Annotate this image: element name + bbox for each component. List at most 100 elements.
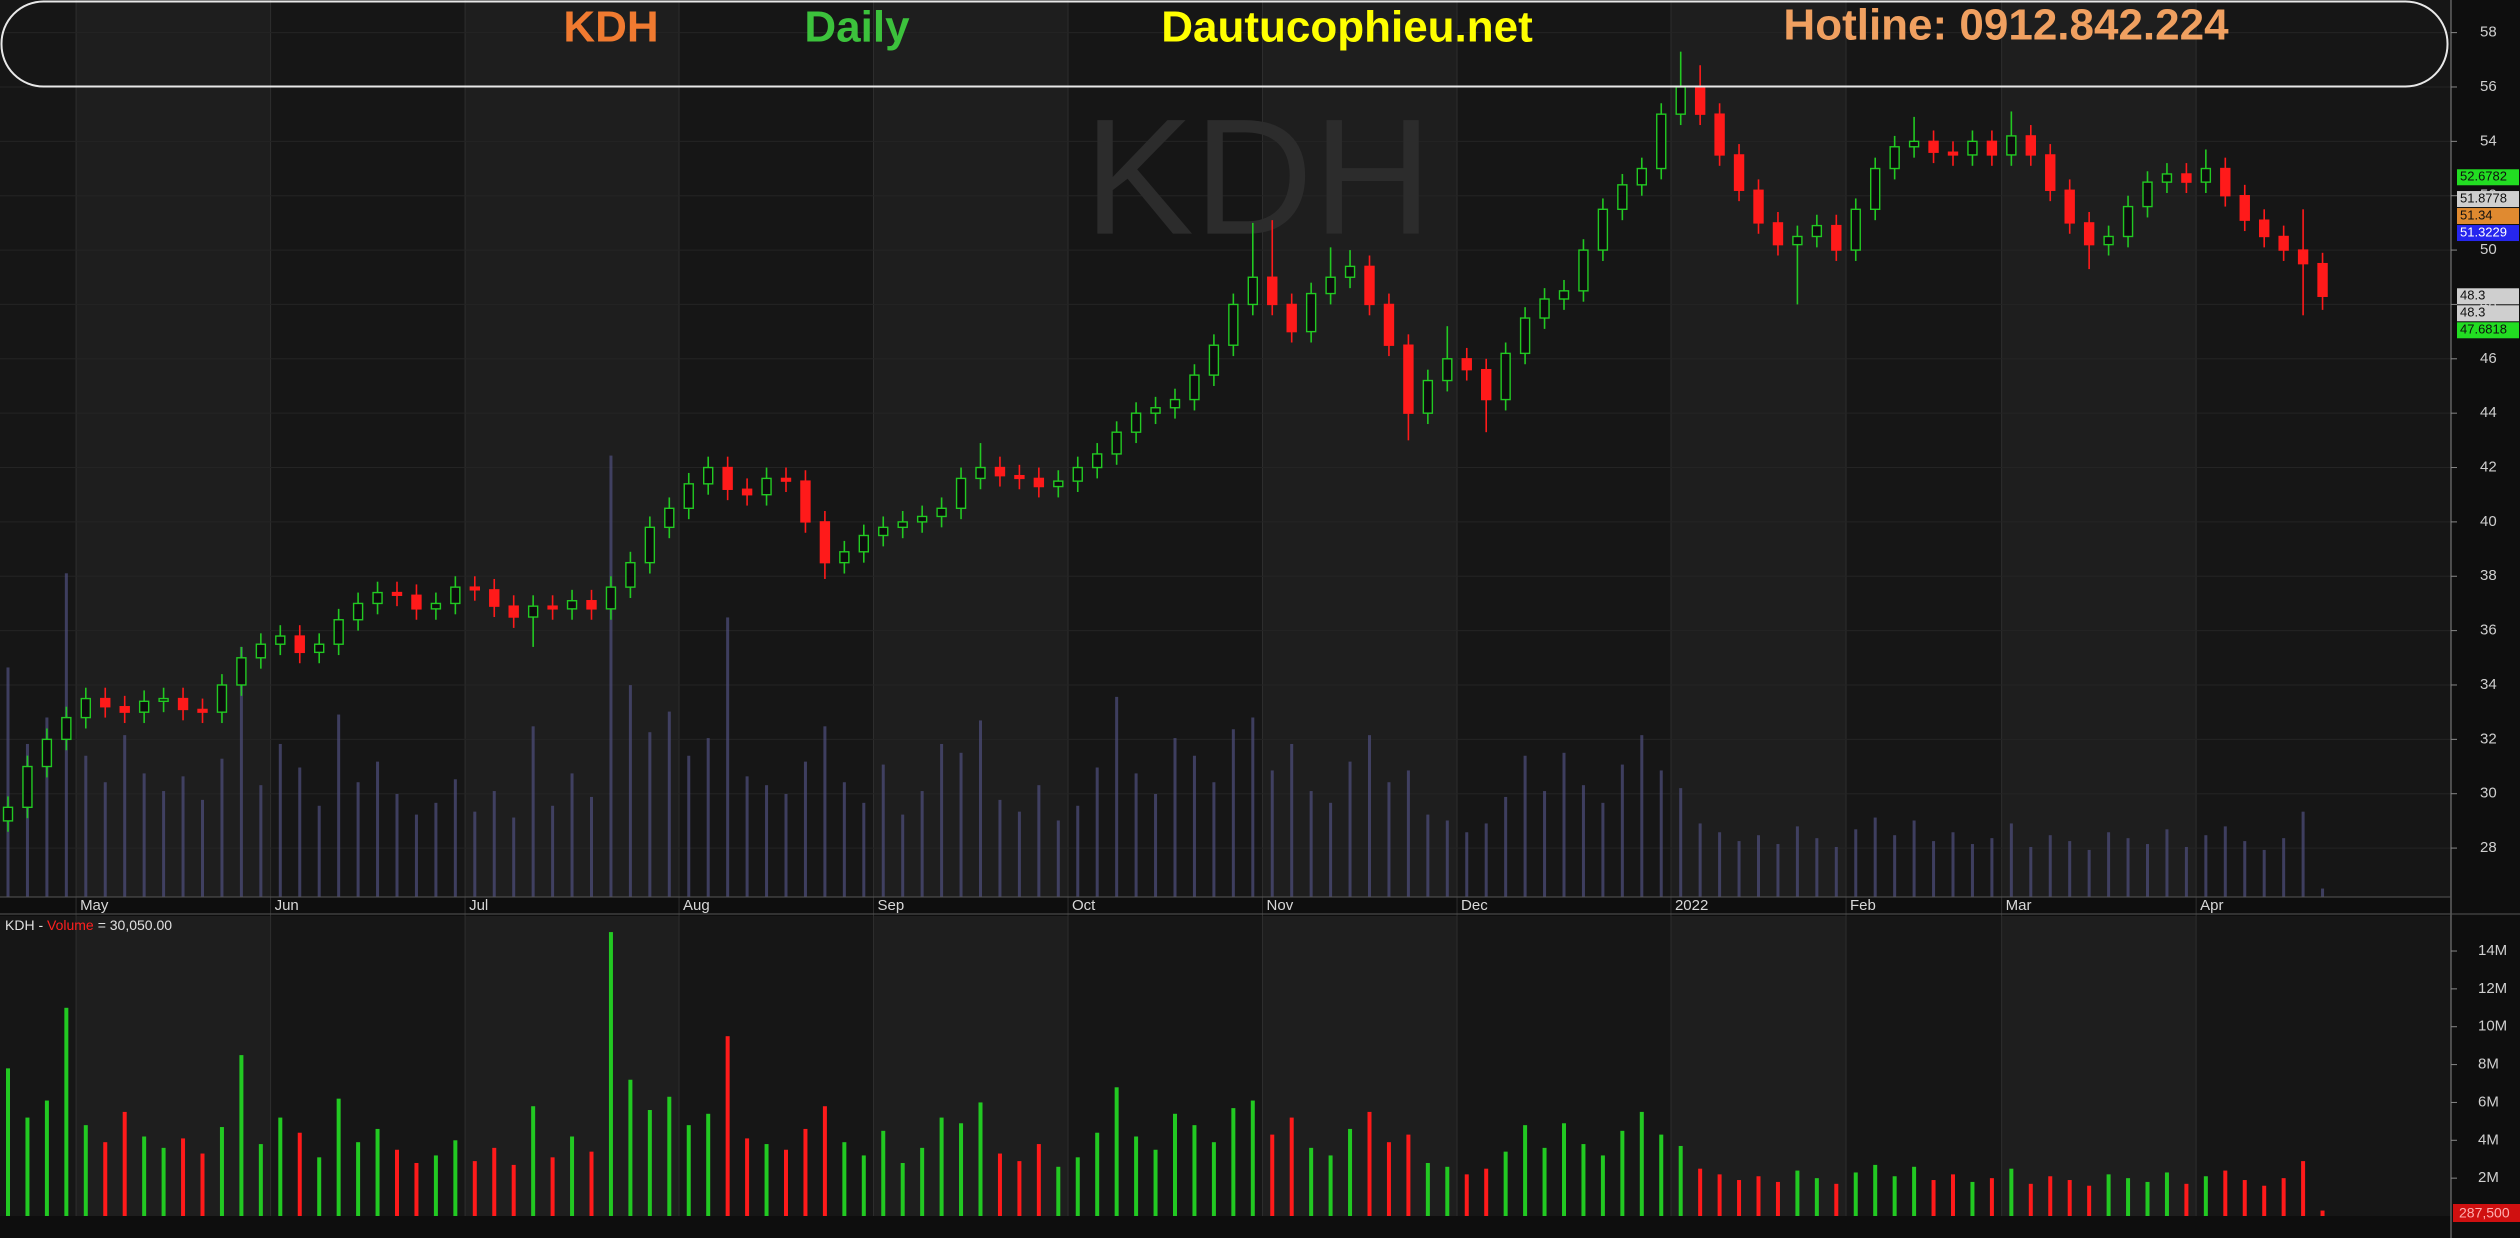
candle-body [333,619,344,645]
volume-overlay [45,717,49,897]
volume-bar [784,1149,788,1216]
price-marker [2457,208,2519,225]
volume-bar [861,1155,866,1216]
volume-bar [511,1164,516,1216]
candle-body [275,635,286,645]
volume-overlay [745,776,749,897]
volume-bar [25,1117,30,1216]
x-tick-label: Feb [1850,897,1876,914]
volume-overlay [1056,820,1060,897]
volume-bar [1231,1108,1236,1216]
volume-bar [1737,1180,1742,1216]
y-tick-label: 40 [2480,513,2497,530]
volume-overlay [2184,846,2188,897]
candle-body [1811,224,1823,238]
volume-overlay [1854,829,1858,897]
volume-bar [1989,1178,1994,1216]
volume-bar [1970,1181,1975,1216]
volume-bar [258,1144,263,1216]
volume-overlay [1776,844,1780,897]
candle-body [1189,374,1200,401]
volume-bar [2164,1172,2169,1216]
price-marker-label: 48.3 [2460,305,2485,320]
candle-body [1053,480,1064,488]
candle-body [1733,154,1745,191]
volume-overlay [1737,841,1741,897]
price-marker-label: 51.3229 [2460,224,2507,239]
volume-bar [200,1153,205,1216]
volume-overlay [1932,841,1936,897]
candle-body [216,684,228,713]
candle-body [1772,222,1784,246]
candle-body [352,602,364,621]
candle-body [625,561,636,588]
volume-bar [1153,1149,1158,1216]
volume-overlay [181,776,185,897]
volume-overlay [1037,785,1041,897]
volume-overlay [376,761,380,897]
volume-overlay [1679,788,1683,897]
volume-bar [1075,1157,1080,1216]
volume-bar [1678,1145,1683,1216]
candle-body [1694,86,1706,115]
candle-body [1792,235,1803,246]
volume-bar [1425,1163,1430,1216]
candle-body [1500,352,1511,401]
volume-bar [1484,1168,1489,1216]
volume-bar [1951,1174,1955,1216]
candle-body [1656,113,1667,170]
volume-overlay [1465,832,1469,897]
month-band [873,916,1069,1216]
price-marker [2457,169,2519,186]
candle-body [1480,368,1492,401]
volume-bar [414,1163,419,1216]
y-tick-label: 12M [2478,980,2507,997]
candle-body [1967,140,1978,156]
volume-overlay [1212,782,1216,897]
volume-bar [375,1128,380,1216]
month-band [1262,0,1458,897]
candle-body [2083,222,2095,246]
candle-body [2006,135,2017,156]
candle-body [683,483,694,510]
volume-bar [1173,1113,1177,1216]
volume-bar [706,1113,711,1216]
candle-body [1305,292,1317,333]
volume-bar [589,1151,594,1216]
candle-body [2317,262,2328,297]
candle-body [664,507,675,529]
volume-overlay [1718,832,1722,897]
volume-overlay [1231,729,1235,897]
y-tick-label: 54 [2480,132,2497,149]
volume-bar [1386,1142,1391,1216]
x-tick-label: Nov [1267,897,1294,914]
volume-overlay [1640,735,1644,897]
volume-bar [181,1138,186,1216]
candle-body [547,605,558,610]
candle-body [1461,358,1472,371]
volume-overlay [317,805,321,897]
volume-overlay [1970,844,1974,897]
candle-body [411,594,422,610]
volume-bar [219,1127,224,1216]
month-band [76,916,271,1216]
volume-bar [1620,1130,1625,1216]
volume-bar [1834,1183,1839,1216]
candle-body [1091,453,1103,469]
candle-body [644,526,656,564]
volume-bar [1250,1100,1255,1216]
volume-overlay [473,811,477,897]
volume-overlay [2204,835,2208,897]
candle-body [2297,249,2309,265]
volume-overlay [1329,802,1333,897]
candle-body [61,716,72,741]
volume-overlay [1659,770,1663,897]
y-tick-label: 38 [2480,567,2497,584]
volume-overlay [201,799,204,897]
volume-overlay [1017,811,1021,897]
volume-overlay [823,726,827,897]
candle-body [2025,135,2037,156]
header-site: Dautucophieu.net [1161,3,1533,52]
volume-bar [920,1147,925,1216]
volume-overlay [2009,823,2013,897]
